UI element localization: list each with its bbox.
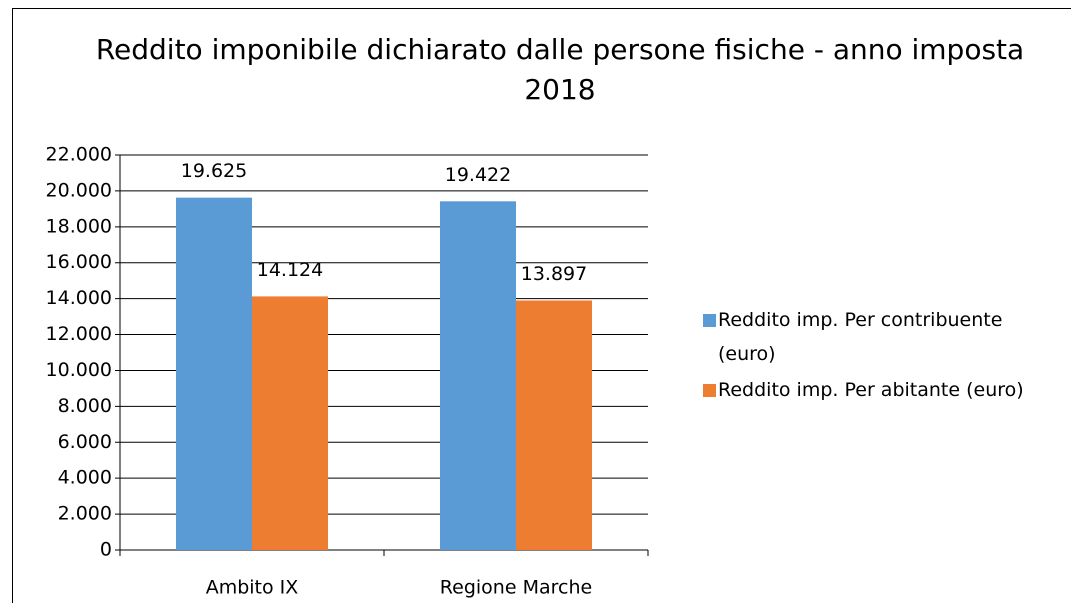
y-tick-label: 22.000 [46,144,112,166]
y-tick-label: 20.000 [46,179,112,201]
data-label: 19.625 [181,160,247,182]
y-tick-label: 16.000 [46,251,112,273]
legend-item: Reddito imp. Per abitante (euro) [703,373,1048,407]
y-tick-label: 8.000 [58,395,112,417]
legend-item: Reddito imp. Per contribuente (euro) [703,303,1048,371]
y-tick-label: 18.000 [46,215,112,237]
legend-label: Reddito imp. Per contribuente (euro) [718,309,1003,365]
legend-swatch [703,314,716,327]
legend-label: Reddito imp. Per abitante (euro) [718,379,1024,401]
x-tick-label: Ambito IX [206,577,299,599]
legend-swatch [703,384,716,397]
y-tick-label: 10.000 [46,359,112,381]
bar [440,201,516,551]
bar [252,296,328,550]
data-label: 14.124 [257,259,323,281]
chart-border [12,8,1071,603]
y-tick-label: 12.000 [46,323,112,345]
y-tick-label: 6.000 [58,431,112,453]
y-tick-label: 0 [100,539,112,561]
y-tick-label: 4.000 [58,467,112,489]
x-tick-label: Regione Marche [440,577,592,599]
chart-title: Reddito imponibile dichiarato dalle pers… [95,33,1025,106]
y-tick-label: 14.000 [46,287,112,309]
bar [176,197,252,551]
y-tick-label: 2.000 [58,503,112,525]
bar [516,300,592,550]
data-label: 19.422 [445,164,511,186]
data-label: 13.897 [521,263,587,285]
